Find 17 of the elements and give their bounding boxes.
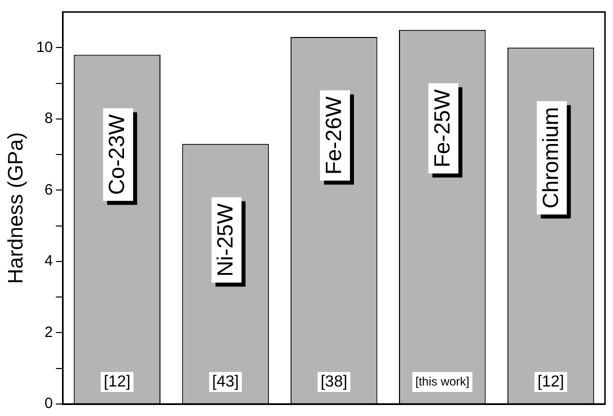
y-tick-label: 4: [44, 252, 53, 270]
x-tick-label: Ni-25W: [212, 203, 238, 277]
annotation: [12]: [104, 373, 130, 390]
x-tick-label: Co-23W: [104, 114, 130, 195]
y-tick-label: 6: [44, 181, 53, 198]
x-tick-label: Chromium: [538, 107, 563, 209]
annotation: [this work]: [415, 374, 470, 388]
y-axis-title: Hardness (GPa): [4, 132, 28, 284]
annotation: [38]: [320, 373, 348, 390]
y-tick-label: 2: [44, 324, 53, 341]
annotation: [12]: [537, 373, 564, 390]
annotation: [43]: [212, 373, 239, 390]
x-tick-label: Fe-25W: [429, 89, 454, 168]
y-tick-label: 0: [44, 395, 53, 412]
x-tick-label: Fe-26W: [321, 96, 346, 175]
y-tick-label: 10: [36, 38, 53, 56]
y-tick-label: 8: [44, 110, 53, 128]
